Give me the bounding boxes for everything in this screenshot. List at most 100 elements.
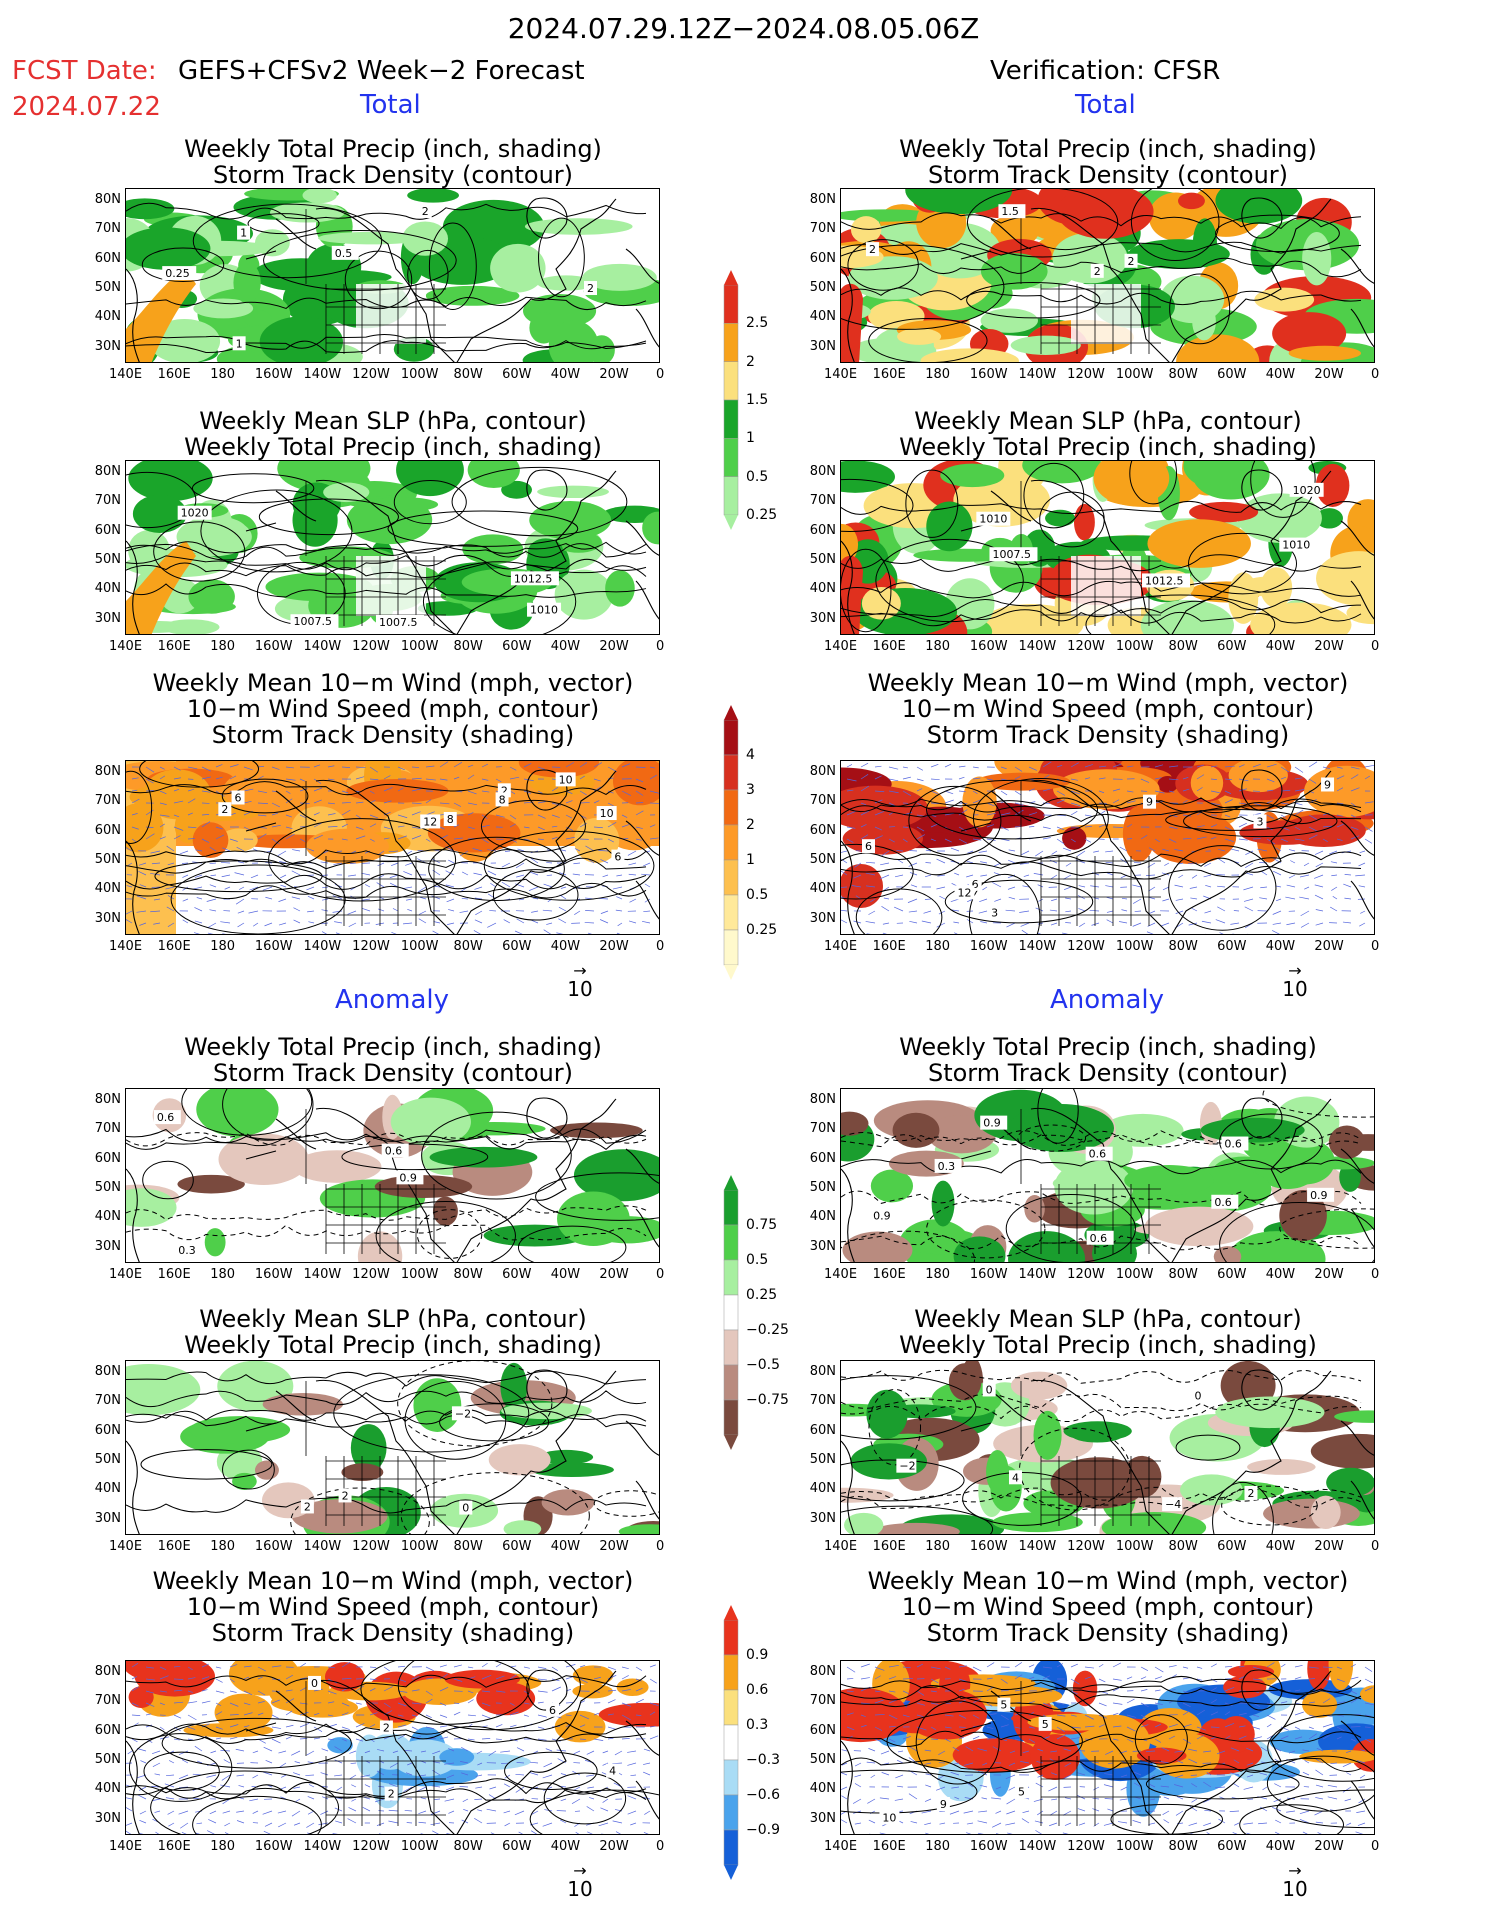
lon-label: 180 [925,1839,951,1854]
map-panel-fcst-total-slp: 1007.5 1007.5 1010 1012.5 1020 [125,460,660,635]
shade-blob [1147,519,1251,568]
contour-label: 6 [972,878,979,891]
state-borders [305,781,446,926]
shade-blob [233,262,261,304]
lat-label: 40N [809,581,836,597]
lat-label: 40N [94,581,121,597]
shade-blob [1316,551,1374,606]
shade-blob [841,785,928,830]
state-borders [305,1681,446,1826]
contour-label-bg [896,1458,917,1473]
panel-title-line: Weekly Total Precip (inch, shading) [184,135,602,163]
panel-title-line: Storm Track Density (contour) [927,1059,1289,1087]
lat-label: 50N [94,1179,121,1195]
shade-blob [952,1737,1038,1773]
contour-label: 1.5 [1001,205,1019,218]
map-panel-cfsr-total-wind: 6 9 3 3 6 12 9 [840,760,1375,935]
map-svg: 2 0 4 6 2 [126,1661,659,1834]
colorbar-segment [723,399,739,439]
colorbar-segment [723,1654,739,1691]
coastline [126,469,659,634]
contour-label-bg [1289,482,1324,497]
colorbar-label: 0.3 [746,1717,769,1733]
contour-label: 0 [986,1383,993,1396]
shade-blob [262,1393,343,1416]
shade-blob [841,523,859,566]
map-panel-fcst-total-precip: 2 0.5 0.25 1 2 1 [125,188,660,363]
lat-label: 80N [809,764,836,779]
shade-blob [1306,1156,1374,1170]
lat-label: 40N [94,309,121,325]
vector-reference-arrow: → [1288,1861,1302,1880]
shade-blob [467,461,520,489]
shade-blob [1033,1410,1062,1460]
shade-blob [396,461,464,497]
lat-label: 50N [809,1179,836,1195]
lon-label: 0 [656,1267,665,1282]
lon-label: 80W [453,367,483,382]
shade-blob [1128,239,1230,269]
shade-blob [1157,776,1178,793]
colorbar-segment [723,719,739,756]
lon-label: 160W [254,367,293,382]
lon-label: 60W [1217,639,1247,654]
section-anomaly-left: Anomaly [335,985,450,1015]
lon-label: 140W [1018,939,1057,954]
contour-label-bg [443,812,457,827]
lat-label: 70N [809,1121,836,1137]
shade-blob [841,461,895,493]
lon-label: 180 [210,367,236,382]
panel-title-line: Weekly Total Precip (inch, shading) [899,1331,1317,1359]
lon-label: 120W [352,367,390,382]
contour-label: 1 [240,227,247,240]
contour-label-bg [175,1242,203,1257]
lon-label: 180 [925,939,951,954]
colorbar-label: 0.25 [746,922,778,938]
contour-label-bg [384,1786,398,1801]
lon-label: 60W [1217,939,1247,954]
lon-label: 140E [824,367,858,382]
shade-blob [892,1112,940,1148]
map-svg: 5 5 5 10 9 [841,1661,1374,1834]
contour-label-bg [495,792,509,807]
lon-label: 140E [109,939,143,954]
lon-label: 120W [1067,939,1105,954]
map-svg: −4 2 0 4 −2 0 [841,1361,1374,1534]
lon-label: 140W [1018,1839,1057,1854]
colorbar-segment [723,1364,739,1401]
shade-blob [897,328,942,345]
lon-label: 100W [1115,367,1154,382]
lat-label: 50N [94,279,121,295]
state-borders [1020,209,1161,354]
panel-title: Weekly Total Precip (inch, shading) Storm… [113,136,673,188]
shade-blob [1144,1206,1254,1247]
lat-label: 60N [94,522,121,538]
state-borders [305,1109,446,1254]
contour-label: 1010 [530,604,558,617]
shade-blob [291,1499,388,1534]
shade-blob [1237,493,1322,543]
lat-label: 70N [94,1393,121,1409]
shade-blob [1223,1675,1267,1699]
contour-label: 1007.5 [992,548,1030,561]
contour-label-bg [177,505,212,520]
contour-label-bg [1244,1485,1258,1500]
contour-label-bg [1124,253,1138,268]
vector-reference: → 10 [550,963,610,1002]
map-panel-fcst-anom-wind: 2 0 4 6 2 [125,1660,660,1835]
contour-label: 2 [221,803,228,816]
contour-label: 1007.5 [379,616,418,629]
shade-blob [189,1416,291,1444]
lat-label: 40N [809,1209,836,1225]
lat-label: 80N [809,464,836,479]
map-panel-cfsr-anom-precip: 0.6 0.9 0.3 0.6 0.6 0.9 0.6 0.9 [840,1088,1375,1263]
contour-label: 9 [1324,778,1331,791]
lon-label: 20W [599,1839,629,1854]
lat-label: 60N [809,250,836,266]
lon-label: 40W [550,367,581,382]
fcst-product: GEFS+CFSv2 Week−2 Forecast [178,56,585,86]
shade-blob [1190,765,1224,801]
lat-label: 30N [809,910,836,926]
shade-blob [1307,1661,1331,1691]
contour-label-bg [232,336,246,351]
